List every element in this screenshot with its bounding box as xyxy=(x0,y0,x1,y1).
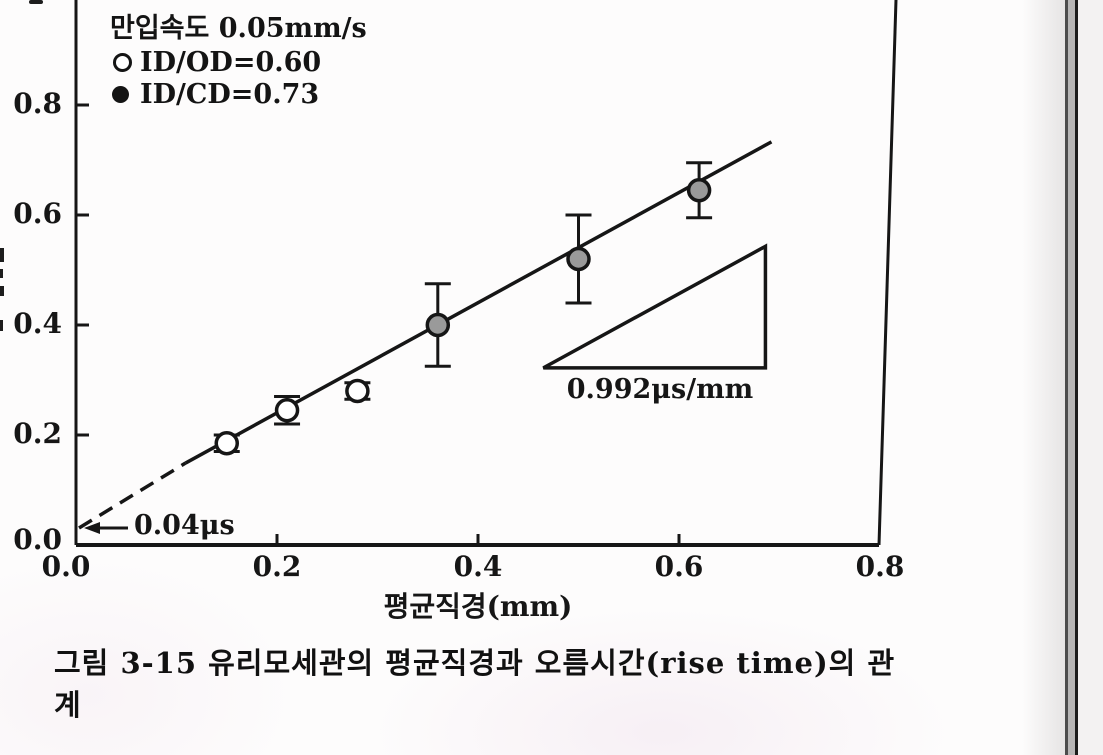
intercept-arrow-head xyxy=(84,521,100,534)
legend-item-label: ID/CD=0.73 xyxy=(140,78,320,110)
legend-title: 만입속도 0.05mm/s xyxy=(110,13,367,44)
x-tick-label: 0.2 xyxy=(252,550,302,583)
binding-gutter-band xyxy=(1068,0,1075,755)
data-point-open-circle xyxy=(214,431,239,456)
fit-line xyxy=(184,140,773,465)
binding-gutter-line xyxy=(1075,0,1078,755)
open-circle-marker-icon xyxy=(110,52,140,72)
y-tick-label: 0.8 xyxy=(13,87,62,120)
y-tick-label: 0.6 xyxy=(13,197,62,230)
slope-triangle xyxy=(542,243,768,370)
figure-caption: 그림 3-15 유리모세관의 평균직경과 오름시간(rise time)의 관계 xyxy=(54,646,896,722)
data-point-open-circle xyxy=(274,398,300,423)
data-point-filled-circle xyxy=(425,312,451,338)
cutoff-y-axis-title-fragment xyxy=(0,320,3,331)
fit-line-dashed-segment xyxy=(78,461,187,530)
x-tick-label: 0.0 xyxy=(41,550,91,583)
data-point-filled-circle xyxy=(566,246,591,272)
y-tick-label: 0.0 xyxy=(13,523,62,556)
adjacent-page-sliver xyxy=(1078,0,1103,755)
data-point-open-circle xyxy=(345,378,370,404)
plot-right-border xyxy=(877,0,898,546)
cutoff-y-axis-title-fragment xyxy=(0,248,4,262)
cutoff-y-axis-title-fragment xyxy=(0,286,4,296)
cutoff-y-axis-title-fragment xyxy=(0,269,3,278)
y-tick-label: 0.4 xyxy=(13,307,62,340)
x-axis-title: 평균직경(mm) xyxy=(383,590,573,623)
page-edge-shadow xyxy=(1022,0,1066,755)
intercept-annotation: 0.04μs xyxy=(134,510,235,541)
legend-item-label: ID/OD=0.60 xyxy=(140,46,322,78)
filled-circle-marker-icon xyxy=(110,85,140,103)
x-tick-label: 0.6 xyxy=(654,550,704,583)
x-tick-label: 0.4 xyxy=(453,550,503,583)
page-edge-line xyxy=(1065,0,1068,755)
legend-item-filled: ID/CD=0.73 xyxy=(110,78,367,110)
data-point-filled-circle xyxy=(686,178,712,203)
chart-legend: 만입속도 0.05mm/s ID/OD=0.60 ID/CD=0.73 xyxy=(110,12,367,110)
x-tick-label: 0.8 xyxy=(855,550,905,583)
y-tick-label: 0.2 xyxy=(13,417,62,450)
cutoff-mark xyxy=(29,0,43,4)
slope-triangle-label: 0.992μs/mm xyxy=(566,374,754,405)
legend-item-open: ID/OD=0.60 xyxy=(110,46,367,78)
